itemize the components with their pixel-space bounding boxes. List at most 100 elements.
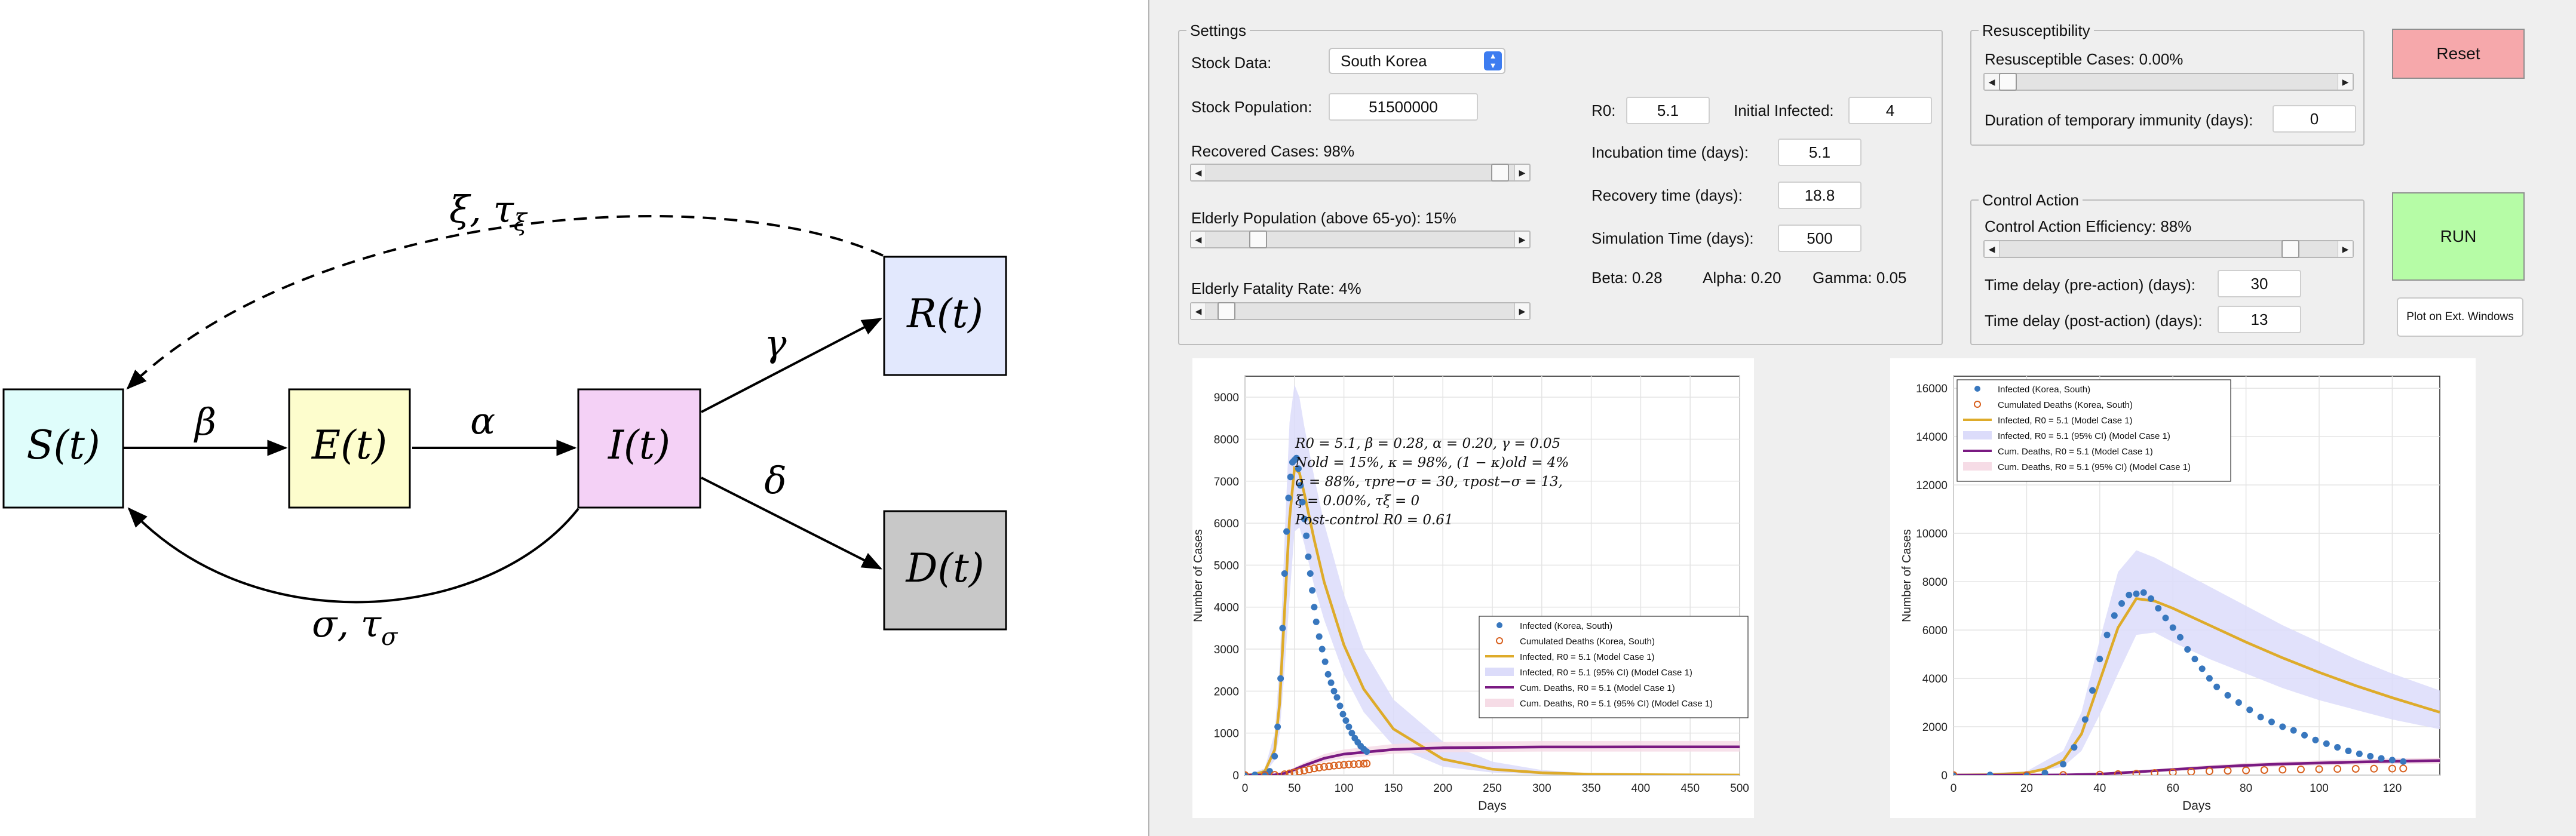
- data-point: [2151, 769, 2159, 775]
- slider-left-arrow-icon[interactable]: ◀: [1191, 165, 1206, 180]
- sigma-label-sub: σ: [381, 623, 398, 651]
- data-point: [2103, 631, 2111, 638]
- control-action-panel: Control Action Control Action Efficiency…: [1970, 191, 2365, 345]
- plot-external-windows-button[interactable]: Plot on Ext. Windows: [2397, 297, 2523, 337]
- data-point: [2278, 766, 2287, 774]
- data-point: [1261, 771, 1269, 775]
- ci-band: [1245, 385, 1740, 775]
- immunity-duration-field[interactable]: 0: [2273, 105, 2356, 133]
- y-tick-label: 4000: [1922, 673, 1948, 686]
- run-button[interactable]: RUN: [2392, 192, 2525, 281]
- xi-label-main: ξ, τ: [449, 188, 515, 231]
- recovered-slider[interactable]: ◀ ▶: [1190, 164, 1531, 182]
- data-point: [1345, 723, 1353, 730]
- model-parameters-annotation: Nold = 15%, κ = 98%, (1 − κ)old = 4%: [1295, 455, 1569, 471]
- data-point: [1363, 748, 1370, 755]
- data-point: [1954, 772, 1957, 775]
- data-point: [2356, 750, 2363, 757]
- legend-key: [1496, 637, 1503, 644]
- stock-population-field[interactable]: 51500000: [1329, 93, 1478, 121]
- data-point: [2334, 743, 2341, 751]
- data-point: [1297, 482, 1304, 489]
- pre-action-delay-field[interactable]: 30: [2218, 270, 2301, 297]
- x-tick-label: 80: [2240, 782, 2252, 795]
- beta-label: β: [194, 400, 216, 444]
- x-tick-label: 250: [1483, 782, 1502, 795]
- data-point: [1318, 646, 1326, 653]
- slider-right-arrow-icon[interactable]: ▶: [1514, 232, 1529, 247]
- data-point: [2257, 714, 2264, 721]
- fatality-slider[interactable]: ◀ ▶: [1190, 302, 1531, 320]
- slider-thumb[interactable]: [1249, 230, 1268, 248]
- data-point: [1281, 570, 1288, 577]
- slider-thumb[interactable]: [1491, 164, 1510, 182]
- data-point: [2022, 771, 2031, 775]
- x-tick-label: 300: [1532, 782, 1551, 795]
- slider-thumb[interactable]: [1999, 73, 2017, 91]
- control-efficiency-slider[interactable]: ◀ ▶: [1983, 240, 2354, 258]
- legend-entry: Infected, R0 = 5.1 (Model Case 1): [1520, 652, 1655, 662]
- slider-left-arrow-icon[interactable]: ◀: [1985, 74, 2000, 90]
- legend-key: [1963, 462, 1992, 471]
- delta-label: δ: [764, 459, 786, 502]
- control-efficiency-label: Control Action Efficiency: 88%: [1985, 217, 2192, 235]
- incubation-field[interactable]: 5.1: [1778, 139, 1862, 166]
- x-tick-label: 40: [2093, 782, 2106, 795]
- y-tick-label: 10000: [1916, 528, 1948, 540]
- data-point: [2140, 589, 2147, 596]
- data-point: [1271, 752, 1278, 760]
- model-parameters-annotation: σ = 88%, τpre−σ = 30, τpost−σ = 13,: [1295, 474, 1563, 490]
- data-point: [1986, 772, 1994, 775]
- data-point: [1339, 711, 1347, 718]
- edge-i-to-d: [701, 477, 883, 570]
- model-parameters-annotation: Post-control R0 = 0.61: [1295, 512, 1453, 528]
- y-axis-label: Number of Cases: [1900, 529, 1913, 622]
- main-plot-area: 0 1000 2000 3000 4000 5000 6000 7000 8000 9000 0 50…: [1192, 358, 1754, 818]
- data-point: [2246, 706, 2253, 714]
- data-point: [1348, 730, 1356, 737]
- data-point: [2162, 614, 2169, 622]
- gamma-text: Gamma: 0.05: [1813, 269, 1907, 287]
- slider-thumb[interactable]: [1217, 302, 1235, 320]
- data-point: [1295, 767, 1304, 775]
- slider-right-arrow-icon[interactable]: ▶: [1514, 303, 1529, 319]
- elderly-slider[interactable]: ◀ ▶: [1190, 230, 1531, 248]
- r0-field[interactable]: 5.1: [1626, 97, 1710, 124]
- legend-entry: Cumulated Deaths (Korea, South): [1520, 637, 1655, 647]
- reset-button[interactable]: Reset: [2392, 29, 2525, 79]
- legend-entry: Infected, R0 = 5.1 (95% CI) (Model Case …: [1998, 431, 2170, 441]
- slider-left-arrow-icon[interactable]: ◀: [1191, 303, 1206, 319]
- data-point: [2388, 764, 2396, 773]
- y-tick-label: 8000: [1214, 434, 1239, 446]
- y-tick-label: 12000: [1916, 480, 1948, 492]
- y-tick-label: 4000: [1214, 602, 1239, 614]
- recovery-field[interactable]: 18.8: [1778, 182, 1862, 209]
- slider-left-arrow-icon[interactable]: ◀: [1191, 232, 1206, 247]
- slider-thumb[interactable]: [2281, 240, 2300, 258]
- model-line: [1245, 745, 1740, 775]
- resusceptibility-title: Resusceptibility: [1979, 21, 2094, 40]
- initial-infected-field[interactable]: 4: [1848, 97, 1932, 124]
- slider-right-arrow-icon[interactable]: ▶: [2338, 74, 2353, 90]
- data-point: [2205, 767, 2213, 775]
- slider-right-arrow-icon[interactable]: ▶: [2338, 241, 2353, 257]
- data-point: [1295, 465, 1302, 472]
- data-point: [2060, 761, 2067, 768]
- simulation-time-field[interactable]: 500: [1778, 225, 1862, 252]
- slider-right-arrow-icon[interactable]: ▶: [1514, 165, 1529, 180]
- data-point: [2187, 768, 2195, 775]
- data-point: [1286, 769, 1294, 775]
- stock-data-select[interactable]: South Korea ▲ ▼: [1329, 48, 1505, 74]
- legend-key: [1963, 431, 1992, 439]
- edge-i-to-r: [701, 318, 883, 413]
- data-point: [2096, 656, 2103, 663]
- resusceptible-slider[interactable]: ◀ ▶: [1983, 73, 2354, 91]
- slider-left-arrow-icon[interactable]: ◀: [1985, 241, 2000, 257]
- data-point: [1333, 694, 1341, 701]
- data-point: [2118, 600, 2126, 607]
- post-action-delay-field[interactable]: 13: [2218, 306, 2301, 333]
- beta-text: Beta: 0.28: [1591, 269, 1663, 287]
- data-point: [2315, 765, 2323, 773]
- alpha-label: α: [470, 399, 495, 442]
- legend-key: [1974, 386, 1980, 392]
